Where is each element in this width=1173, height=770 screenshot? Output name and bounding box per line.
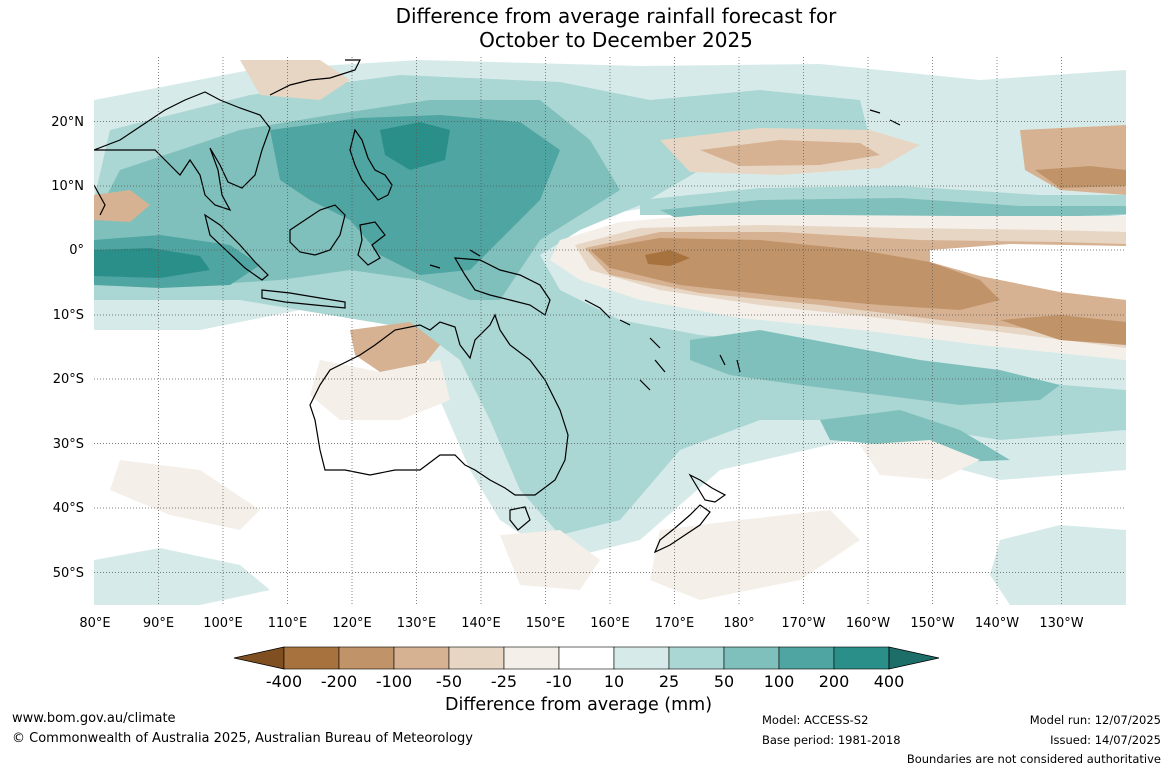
teal-200-400-philippines — [380, 122, 450, 170]
colorbar-arrow-left — [233, 646, 285, 670]
brown-northeast-inner — [1035, 166, 1126, 188]
brown-north-band-inner — [700, 140, 880, 166]
lon-label: 120°E — [332, 616, 372, 631]
lon-label: 130°E — [397, 616, 437, 631]
colorbar-swatch — [723, 646, 780, 670]
lon-label: 130°W — [1039, 616, 1083, 631]
colorbar-swatch — [668, 646, 725, 670]
copyright-text: © Commonwealth of Australia 2025, Austra… — [12, 731, 473, 746]
issued-text: Issued: 14/07/2025 — [1050, 733, 1161, 747]
map-title-line1: Difference from average rainfall forecas… — [395, 4, 837, 28]
brown-nw-australia — [350, 322, 440, 372]
colorbar-label: 50 — [714, 672, 734, 691]
lat-label: 50°S — [53, 566, 84, 581]
colorbar-arrow-right — [888, 646, 940, 670]
lon-label: 150°E — [526, 616, 566, 631]
lat-label: 0° — [69, 243, 84, 258]
lon-label: 110°E — [268, 616, 308, 631]
colorbar-swatch — [338, 646, 395, 670]
lon-label: 140°W — [975, 616, 1019, 631]
lat-label: 10°S — [53, 308, 84, 323]
colorbar-label: 100 — [764, 672, 795, 691]
sulawesi-outline — [357, 221, 386, 266]
colorbar-label: -400 — [266, 672, 302, 691]
map-gridlines — [94, 57, 1126, 605]
longitude-labels: 80°E 90°E 100°E 110°E 120°E 130°E 140°E … — [79, 616, 1083, 631]
model-text: Model: ACCESS-S2 — [762, 713, 869, 727]
disclaimer-text: Boundaries are not considered authoritat… — [906, 752, 1161, 766]
colorbar-label: 200 — [819, 672, 850, 691]
australia-outline — [309, 313, 569, 496]
lon-label: 150°W — [910, 616, 954, 631]
teal-200-400-indian-ocean — [94, 248, 210, 278]
lat-label: 10°N — [51, 179, 84, 194]
colorbar-label: -50 — [436, 672, 462, 691]
sumatra-java-outline — [204, 213, 346, 309]
colorbar-label: -200 — [321, 672, 357, 691]
teal-50-100-nz-north — [820, 410, 1010, 462]
colorbar-swatch — [448, 646, 505, 670]
colorbar-label: 25 — [659, 672, 679, 691]
white-equatorial-east — [930, 244, 1126, 300]
brown-australia-interior — [310, 360, 450, 420]
teal-50-100-coral-sea — [690, 330, 1060, 405]
base-period-text: Base period: 1981-2018 — [762, 733, 901, 747]
lon-label: 140°E — [461, 616, 501, 631]
new-zealand-outline — [653, 473, 727, 554]
lat-label: 20°N — [51, 115, 84, 130]
tasmania-outline — [509, 506, 531, 531]
colorbar-labels: -400 -200 -100 -50 -25 -10 10 25 50 100 … — [266, 672, 904, 691]
colorbar-swatch — [833, 646, 890, 670]
india-outline — [94, 184, 106, 216]
colorbar-label: 400 — [874, 672, 905, 691]
brown-sw-pacific — [1000, 315, 1126, 345]
teal-50-100-band — [660, 198, 1126, 220]
lon-label: 170°W — [781, 616, 825, 631]
latitude-labels: 20°N 10°N 0° 10°S 20°S 30°S 40°S 50°S — [51, 115, 84, 581]
teal-100-200-maritime — [270, 115, 560, 275]
brown-tasman-patch — [500, 530, 600, 590]
lon-label: 90°E — [143, 616, 174, 631]
brown-200-400-core — [645, 250, 690, 266]
philippines-outline — [349, 128, 393, 201]
colorbar-title: Difference from average (mm) — [445, 695, 713, 715]
colorbar-swatch — [503, 646, 560, 670]
borneo-outline — [289, 204, 346, 256]
brown-south-pacific-patch — [650, 510, 860, 600]
lat-label: 40°S — [53, 501, 84, 516]
lon-label: 180° — [723, 616, 754, 631]
se-asia-outline — [94, 59, 361, 212]
pacific-islands — [429, 109, 901, 391]
lon-label: 160°E — [590, 616, 630, 631]
map-title-line2: October to December 2025 — [479, 28, 753, 52]
lon-label: 100°E — [203, 616, 243, 631]
colorbar-label: -25 — [491, 672, 517, 691]
teal-10-25-southwest — [94, 548, 270, 605]
colorbar-label: -10 — [546, 672, 572, 691]
colorbar-swatch — [283, 646, 340, 670]
colorbar-swatch — [613, 646, 670, 670]
model-run-text: Model run: 12/07/2025 — [1029, 713, 1161, 727]
lon-label: 80°E — [79, 616, 110, 631]
lat-label: 30°S — [53, 437, 84, 452]
colorbar — [233, 646, 940, 670]
website-link[interactable]: www.bom.gov.au/climate — [12, 711, 176, 726]
lat-label: 20°S — [53, 372, 84, 387]
colorbar-label: 10 — [604, 672, 624, 691]
brown-se-pacific-patch — [860, 440, 980, 480]
lon-label: 160°W — [846, 616, 890, 631]
colorbar-swatch — [558, 646, 615, 670]
colorbar-swatch — [393, 646, 450, 670]
lon-label: 170°E — [655, 616, 695, 631]
colorbar-swatch — [778, 646, 835, 670]
brown-arabian-patch — [94, 190, 150, 222]
brown-100-200-band — [590, 238, 1000, 310]
colorbar-label: -100 — [376, 672, 412, 691]
brown-south-indian — [110, 460, 260, 530]
brown-asia-patch — [240, 60, 350, 100]
teal-10-25-southeast — [990, 525, 1126, 605]
